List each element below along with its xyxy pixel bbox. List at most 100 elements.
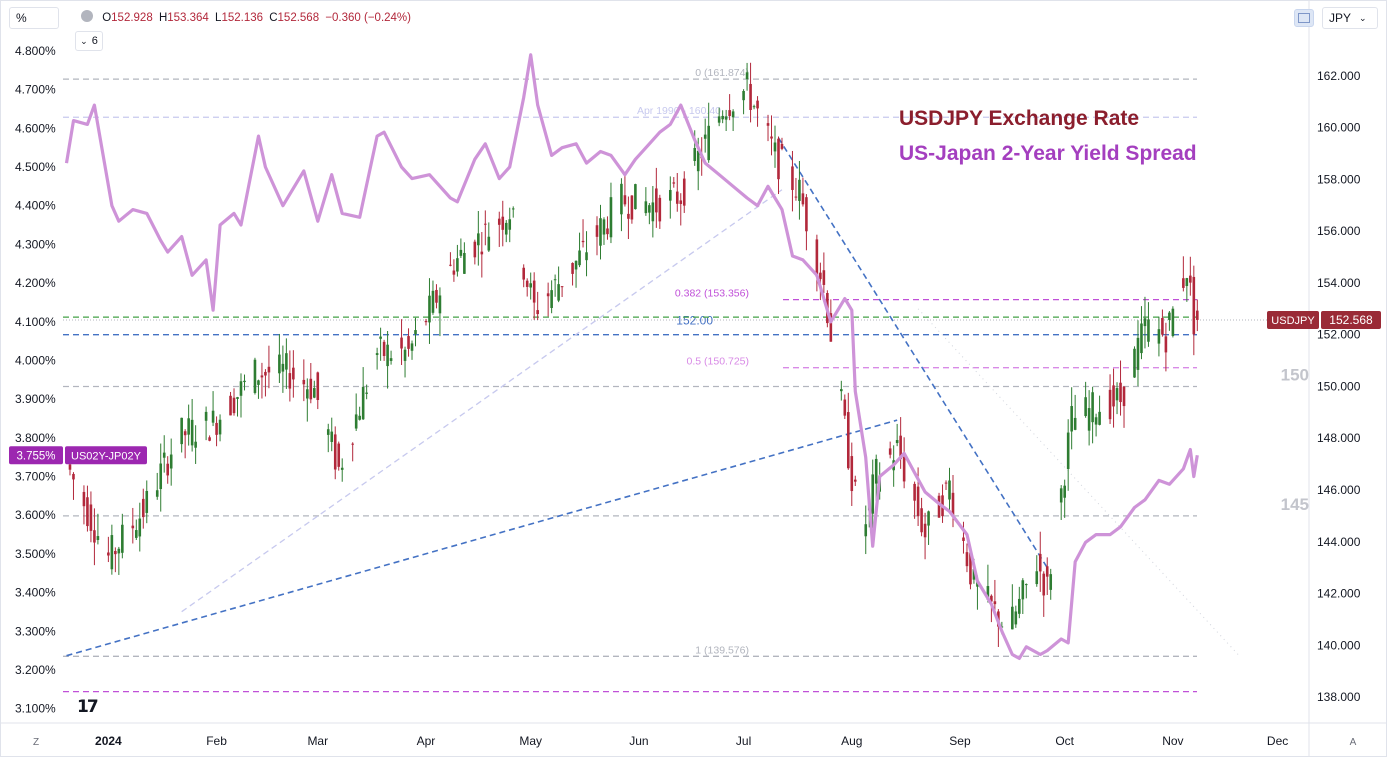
candle-body bbox=[449, 264, 452, 266]
trend-line-support bbox=[66, 419, 898, 657]
candle-body bbox=[840, 389, 843, 392]
candle-body bbox=[183, 431, 187, 436]
candle-body bbox=[117, 548, 121, 554]
candle-body bbox=[1115, 388, 1119, 401]
candle-body bbox=[585, 252, 588, 261]
candle-body bbox=[815, 239, 819, 277]
right-tick-label: 154.000 bbox=[1317, 276, 1361, 290]
candle-body bbox=[899, 435, 902, 460]
candle-body bbox=[403, 349, 407, 361]
candle-body bbox=[574, 260, 578, 270]
candle-body bbox=[155, 490, 159, 497]
candle-body bbox=[794, 196, 798, 198]
currency-label: JPY bbox=[1329, 11, 1352, 25]
candle-body bbox=[648, 205, 651, 213]
candle-body bbox=[1168, 312, 1171, 320]
candle-body bbox=[923, 523, 927, 538]
candle-body bbox=[829, 313, 833, 342]
candle-body bbox=[267, 366, 271, 373]
candle-body bbox=[497, 218, 501, 225]
candle-body bbox=[728, 110, 731, 117]
candle-body bbox=[138, 518, 142, 537]
auto-scale-label: A bbox=[1349, 736, 1357, 748]
candle-body bbox=[407, 336, 410, 349]
candle-body bbox=[627, 213, 630, 219]
scale-percent-button[interactable]: % bbox=[9, 7, 59, 29]
candle-body bbox=[1108, 389, 1112, 420]
candle-body bbox=[780, 143, 784, 149]
right-tick-label: 158.000 bbox=[1317, 172, 1361, 186]
indicators-toggle-button[interactable]: ⌄ 6 bbox=[75, 31, 103, 51]
ohlc-close-value: 152.568 bbox=[277, 12, 320, 24]
candle-body bbox=[550, 290, 553, 308]
candle-body bbox=[1171, 308, 1175, 336]
scale-z-button[interactable]: Z bbox=[29, 735, 43, 749]
candle-body bbox=[1087, 408, 1091, 431]
last-price-name: USDJPY bbox=[1271, 315, 1315, 327]
candle-body bbox=[693, 148, 697, 161]
left-tick-label: 4.300% bbox=[15, 237, 56, 251]
candle-body bbox=[1042, 573, 1046, 596]
ohlc-low-value: 152.136 bbox=[221, 12, 264, 24]
candle-body bbox=[96, 536, 100, 541]
candle-body bbox=[487, 236, 491, 251]
candle-body bbox=[379, 336, 382, 339]
candle-body bbox=[1133, 348, 1136, 378]
candle-body bbox=[208, 437, 211, 441]
candle-body bbox=[187, 418, 190, 435]
level-label: 0.382 (153.356) bbox=[675, 288, 749, 300]
candle-body bbox=[560, 286, 564, 288]
auto-scale-button[interactable]: A bbox=[1346, 735, 1360, 749]
candle-body bbox=[742, 90, 745, 101]
candle-body bbox=[504, 222, 508, 235]
candle-body bbox=[1018, 598, 1021, 614]
eye-icon[interactable] bbox=[81, 10, 93, 22]
x-tick-label: Dec bbox=[1267, 734, 1288, 748]
candle-body bbox=[121, 524, 124, 553]
last-price-value: 152.568 bbox=[1329, 313, 1373, 327]
candle-body bbox=[424, 320, 428, 323]
x-tick-label: Feb bbox=[206, 734, 227, 748]
candle-body bbox=[459, 249, 463, 256]
candle-body bbox=[752, 106, 756, 108]
candle-body bbox=[937, 495, 941, 518]
candle-body bbox=[1038, 553, 1042, 572]
candle-body bbox=[529, 283, 532, 288]
left-tick-label: 3.200% bbox=[15, 663, 56, 677]
ohlc-open-value: 152.928 bbox=[111, 12, 153, 24]
candle-body bbox=[166, 463, 170, 476]
last-price-name-badge bbox=[1267, 310, 1319, 329]
axes-layer: 2024 Feb Mar Apr May Jun Jul Aug Sep Oct Nov Dec 138… bbox=[9, 44, 1381, 748]
candle-body bbox=[902, 456, 906, 482]
candle-body bbox=[354, 414, 358, 429]
right-tick-label: 152.000 bbox=[1317, 328, 1361, 342]
candle-body bbox=[306, 389, 309, 399]
candle-body bbox=[302, 379, 306, 385]
candle-body bbox=[1084, 397, 1087, 417]
candle-body bbox=[257, 380, 260, 385]
candle-body bbox=[658, 197, 662, 222]
candle-body bbox=[819, 272, 822, 280]
left-tick-label: 4.600% bbox=[15, 121, 56, 135]
ohlc-legend: O152.928 H153.364 L152.136 C152.568 −0.3… bbox=[81, 10, 414, 24]
indicator-count: 6 bbox=[91, 35, 98, 47]
candle-body bbox=[145, 490, 149, 513]
tradingview-logo: 17 bbox=[77, 697, 99, 717]
candle-body bbox=[864, 524, 868, 537]
candle-body bbox=[288, 373, 292, 389]
right-tick-label: 156.000 bbox=[1317, 224, 1361, 238]
candle-body bbox=[696, 150, 700, 172]
candle-body bbox=[969, 552, 972, 585]
candle-body bbox=[927, 511, 930, 526]
currency-select[interactable]: JPY ⌄ bbox=[1322, 7, 1378, 29]
candle-body bbox=[553, 279, 557, 281]
scale-settings-button[interactable] bbox=[1294, 9, 1314, 27]
candle-body bbox=[965, 552, 969, 567]
level-label: 1 (139.576) bbox=[695, 644, 749, 656]
candle-body bbox=[675, 191, 679, 204]
candle-body bbox=[609, 197, 613, 238]
candle-body bbox=[1164, 336, 1168, 353]
candle-body bbox=[1157, 329, 1161, 344]
candle-body bbox=[68, 464, 72, 470]
